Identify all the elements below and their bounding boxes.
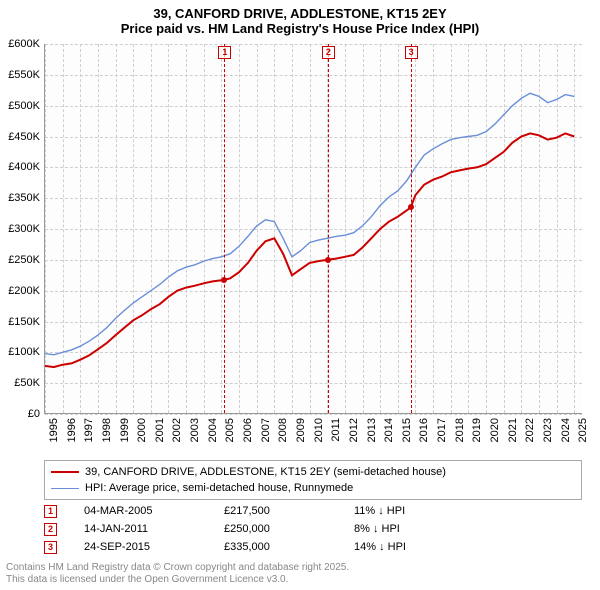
footer-attribution: Contains HM Land Registry data © Crown c…	[6, 562, 349, 586]
y-axis-label: £300K	[0, 223, 40, 235]
sale-dot	[325, 257, 331, 263]
x-axis-label: 2012	[348, 418, 360, 452]
x-axis-label: 2015	[401, 418, 413, 452]
x-axis-label: 2022	[524, 418, 536, 452]
event-delta: 8% ↓ HPI	[354, 523, 474, 535]
y-axis-label: £0	[0, 408, 40, 420]
y-axis-label: £550K	[0, 69, 40, 81]
event-marker: 3	[44, 541, 57, 554]
event-line	[411, 44, 412, 413]
y-axis-label: £100K	[0, 346, 40, 358]
x-axis-label: 2018	[454, 418, 466, 452]
series-line	[45, 133, 574, 367]
title-address: 39, CANFORD DRIVE, ADDLESTONE, KT15 2EY	[0, 6, 600, 21]
event-row: 2 14-JAN-2011£250,0008% ↓ HPI	[44, 520, 582, 538]
sale-dot	[221, 277, 227, 283]
legend-row: HPI: Average price, semi-detached house,…	[51, 480, 575, 496]
gridline-h	[45, 414, 582, 415]
event-price: £335,000	[224, 541, 354, 553]
x-axis-label: 2009	[295, 418, 307, 452]
event-price: £250,000	[224, 523, 354, 535]
chart-plot-area: 1 2 3	[44, 44, 582, 414]
legend-swatch-property	[51, 471, 79, 473]
x-axis-label: 2011	[330, 418, 342, 452]
footer-line1: Contains HM Land Registry data © Crown c…	[6, 562, 349, 574]
event-line	[328, 44, 329, 413]
y-axis-label: £450K	[0, 131, 40, 143]
x-axis-label: 2006	[242, 418, 254, 452]
event-marker: 1	[218, 46, 231, 59]
event-date: 24-SEP-2015	[84, 541, 224, 553]
y-axis-label: £400K	[0, 161, 40, 173]
sale-events-table: 1 04-MAR-2005£217,50011% ↓ HPI 2 14-JAN-201…	[44, 502, 582, 556]
x-axis-label: 2000	[136, 418, 148, 452]
x-axis-label: 1999	[119, 418, 131, 452]
x-axis-label: 2008	[277, 418, 289, 452]
y-axis-label: £250K	[0, 254, 40, 266]
y-axis-label: £350K	[0, 192, 40, 204]
y-axis-label: £500K	[0, 100, 40, 112]
x-axis-label: 2004	[207, 418, 219, 452]
x-axis-label: 2017	[436, 418, 448, 452]
y-axis-label: £50K	[0, 377, 40, 389]
legend-label-property: 39, CANFORD DRIVE, ADDLESTONE, KT15 2EY …	[85, 466, 446, 478]
event-delta: 14% ↓ HPI	[354, 541, 474, 553]
x-axis-label: 2020	[489, 418, 501, 452]
y-axis-label: £200K	[0, 285, 40, 297]
event-row: 1 04-MAR-2005£217,50011% ↓ HPI	[44, 502, 582, 520]
x-axis-label: 2014	[383, 418, 395, 452]
legend-label-hpi: HPI: Average price, semi-detached house,…	[85, 482, 353, 494]
x-axis-label: 2001	[154, 418, 166, 452]
x-axis-label: 2005	[224, 418, 236, 452]
x-axis-label: 1998	[101, 418, 113, 452]
page-container: 39, CANFORD DRIVE, ADDLESTONE, KT15 2EY …	[0, 0, 600, 590]
title-subtitle: Price paid vs. HM Land Registry's House …	[0, 21, 600, 36]
x-axis-label: 2023	[542, 418, 554, 452]
x-axis-label: 2010	[313, 418, 325, 452]
x-axis-label: 2021	[507, 418, 519, 452]
x-axis-label: 2003	[189, 418, 201, 452]
event-marker: 3	[405, 46, 418, 59]
x-axis-label: 1996	[66, 418, 78, 452]
title-block: 39, CANFORD DRIVE, ADDLESTONE, KT15 2EY …	[0, 0, 600, 36]
event-row: 3 24-SEP-2015£335,00014% ↓ HPI	[44, 538, 582, 556]
x-axis-label: 2025	[577, 418, 589, 452]
y-axis-label: £150K	[0, 316, 40, 328]
x-axis-label: 2002	[171, 418, 183, 452]
legend-swatch-hpi	[51, 488, 79, 489]
event-price: £217,500	[224, 505, 354, 517]
x-axis-label: 1997	[83, 418, 95, 452]
x-axis-label: 2013	[366, 418, 378, 452]
x-axis-label: 2016	[418, 418, 430, 452]
y-axis-label: £600K	[0, 38, 40, 50]
x-axis-label: 2024	[560, 418, 572, 452]
event-marker: 2	[322, 46, 335, 59]
legend-row: 39, CANFORD DRIVE, ADDLESTONE, KT15 2EY …	[51, 464, 575, 480]
event-line	[224, 44, 225, 413]
footer-line2: This data is licensed under the Open Gov…	[6, 574, 349, 586]
x-axis-label: 2019	[471, 418, 483, 452]
event-date: 14-JAN-2011	[84, 523, 224, 535]
legend-box: 39, CANFORD DRIVE, ADDLESTONE, KT15 2EY …	[44, 460, 582, 500]
chart-svg	[45, 44, 583, 414]
series-line	[45, 93, 574, 355]
event-date: 04-MAR-2005	[84, 505, 224, 517]
event-delta: 11% ↓ HPI	[354, 505, 474, 517]
x-axis-label: 2007	[260, 418, 272, 452]
x-axis-label: 1995	[48, 418, 60, 452]
sale-dot	[408, 204, 414, 210]
event-marker: 1	[44, 505, 57, 518]
event-marker: 2	[44, 523, 57, 536]
